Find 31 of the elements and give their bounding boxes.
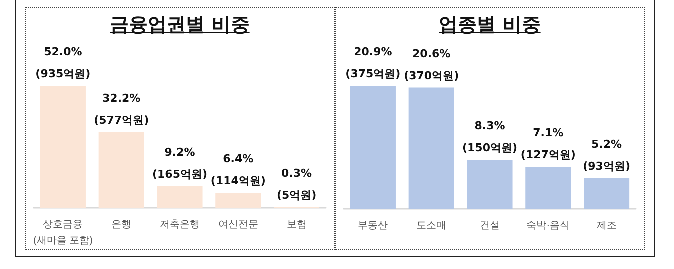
data-label: 52.0% (935억원) [36,46,91,80]
chart-title: 금융업권별 비중 [109,13,251,38]
bar [584,178,630,209]
bar [526,167,572,209]
bar [350,86,396,209]
data-label: 20.6% (370억원) [404,47,460,82]
data-label: 8.3% (150억원) [462,120,518,155]
x-tick-label: 숙박·음식 [526,220,570,232]
data-label: 7.1% (127억원) [520,126,576,162]
data-label: 0.3% (5억원) [276,166,317,202]
x-tick-label: 여신전문 [218,220,258,230]
x-tick-label: 건설 [480,220,500,232]
data-label: 6.4% (114억원) [210,152,266,188]
data-label: 9.2% (165억원) [152,146,208,181]
bar [40,86,86,208]
x-tick-label: 상호금융 (새마을 포함) [33,220,93,246]
bar [467,160,513,209]
x-tick-label: 저축은행 [160,220,200,230]
bar [157,186,203,208]
bar [98,132,144,208]
x-tick-label: 은행 [112,220,132,230]
data-label: 5.2% (93억원) [583,138,630,173]
bar [216,192,262,208]
x-tick-label: 제조 [596,220,617,232]
chart-title: 업종별 비중 [438,13,542,38]
x-tick-label: 부동산 [358,220,388,232]
data-label: 32.2% (577억원) [94,92,150,127]
data-label: 20.9% (375억원) [346,46,401,80]
x-tick-label: 보험 [286,220,307,230]
x-tick-label: 도소매 [416,220,447,232]
bar [408,88,454,209]
